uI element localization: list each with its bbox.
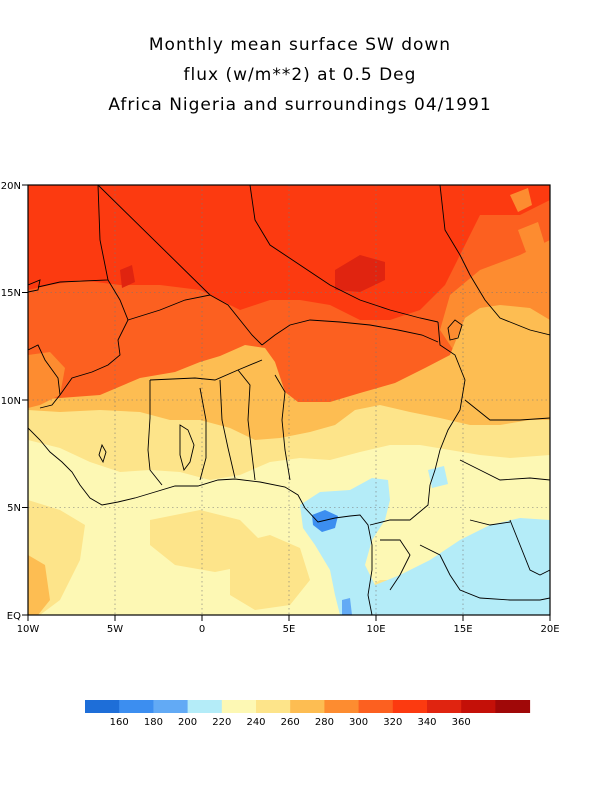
- x-tick-label: 10E: [366, 624, 385, 635]
- field-280-sw: [28, 555, 50, 615]
- colorbar-label: 280: [315, 717, 334, 728]
- field-300-blob-ne2: [518, 222, 545, 252]
- x-axis-labels: 10W 5W 0 5E 10E 15E 20E: [17, 624, 560, 635]
- colorbar-label: 320: [383, 717, 402, 728]
- x-tick-label: 10W: [17, 624, 40, 635]
- colorbar-labels: 160 180 200 220 240 260 280 300 320 340 360: [110, 717, 471, 728]
- colorbar-swatch: [358, 700, 394, 713]
- colorbar-swatch: [256, 700, 291, 713]
- field-200-patch: [342, 598, 352, 615]
- colorbar-swatch: [153, 700, 189, 713]
- colorbar-swatch: [495, 700, 531, 713]
- field-340-patch: [335, 255, 385, 292]
- colorbar-swatch: [85, 700, 120, 713]
- colorbar-swatch: [290, 700, 325, 713]
- field-180-patch: [312, 510, 338, 532]
- colorbar-swatch: [221, 700, 257, 713]
- y-tick-label: 15N: [1, 288, 21, 299]
- tick-marks: [22, 184, 551, 621]
- x-tick-label: 5W: [107, 624, 123, 635]
- field-300-west: [28, 352, 65, 408]
- colorbar-label: 180: [144, 717, 163, 728]
- colorbar-label: 160: [110, 717, 129, 728]
- x-tick-label: 5E: [283, 624, 296, 635]
- coastline: [28, 427, 373, 615]
- title-line-2: flux (w/m**2) at 0.5 Deg: [183, 65, 417, 85]
- y-tick-label: EQ: [7, 611, 21, 622]
- title-line-1: Monthly mean surface SW down: [148, 35, 452, 55]
- x-tick-label: 20E: [540, 624, 559, 635]
- colorbar-swatch: [427, 700, 462, 713]
- colorbar-label: 260: [281, 717, 300, 728]
- field-260-gulf-mid: [230, 535, 310, 610]
- field-300-blob-ne1: [510, 188, 532, 212]
- x-tick-label: 15E: [453, 624, 472, 635]
- colorbar-label: 220: [212, 717, 231, 728]
- colorbar-swatch: [187, 700, 223, 713]
- field-220-patch: [428, 466, 448, 488]
- colorbar: [85, 700, 531, 713]
- colorbar-swatch: [119, 700, 154, 713]
- y-tick-label: 20N: [1, 181, 21, 192]
- y-tick-label: 10N: [1, 396, 21, 407]
- field-220-east: [300, 478, 550, 615]
- coastlines-borders: [28, 185, 550, 615]
- colorbar-swatch: [392, 700, 428, 713]
- colorbar-label: 340: [417, 717, 436, 728]
- colorbar-swatch: [324, 700, 360, 713]
- y-axis-labels: 20N 15N 10N 5N EQ: [1, 181, 21, 622]
- map-title: Monthly mean surface SW down flux (w/m**…: [0, 30, 600, 120]
- colorbar-label: 200: [178, 717, 197, 728]
- x-tick-label: 0: [199, 624, 205, 635]
- colorbar-swatch: [461, 700, 496, 713]
- colorbar-label: 300: [349, 717, 368, 728]
- title-line-3: Africa Nigeria and surroundings 04/1991: [108, 95, 492, 115]
- y-tick-label: 5N: [7, 503, 21, 514]
- colorbar-label: 360: [452, 717, 471, 728]
- field-340-patch-west: [120, 265, 135, 288]
- colorbar-label: 240: [246, 717, 265, 728]
